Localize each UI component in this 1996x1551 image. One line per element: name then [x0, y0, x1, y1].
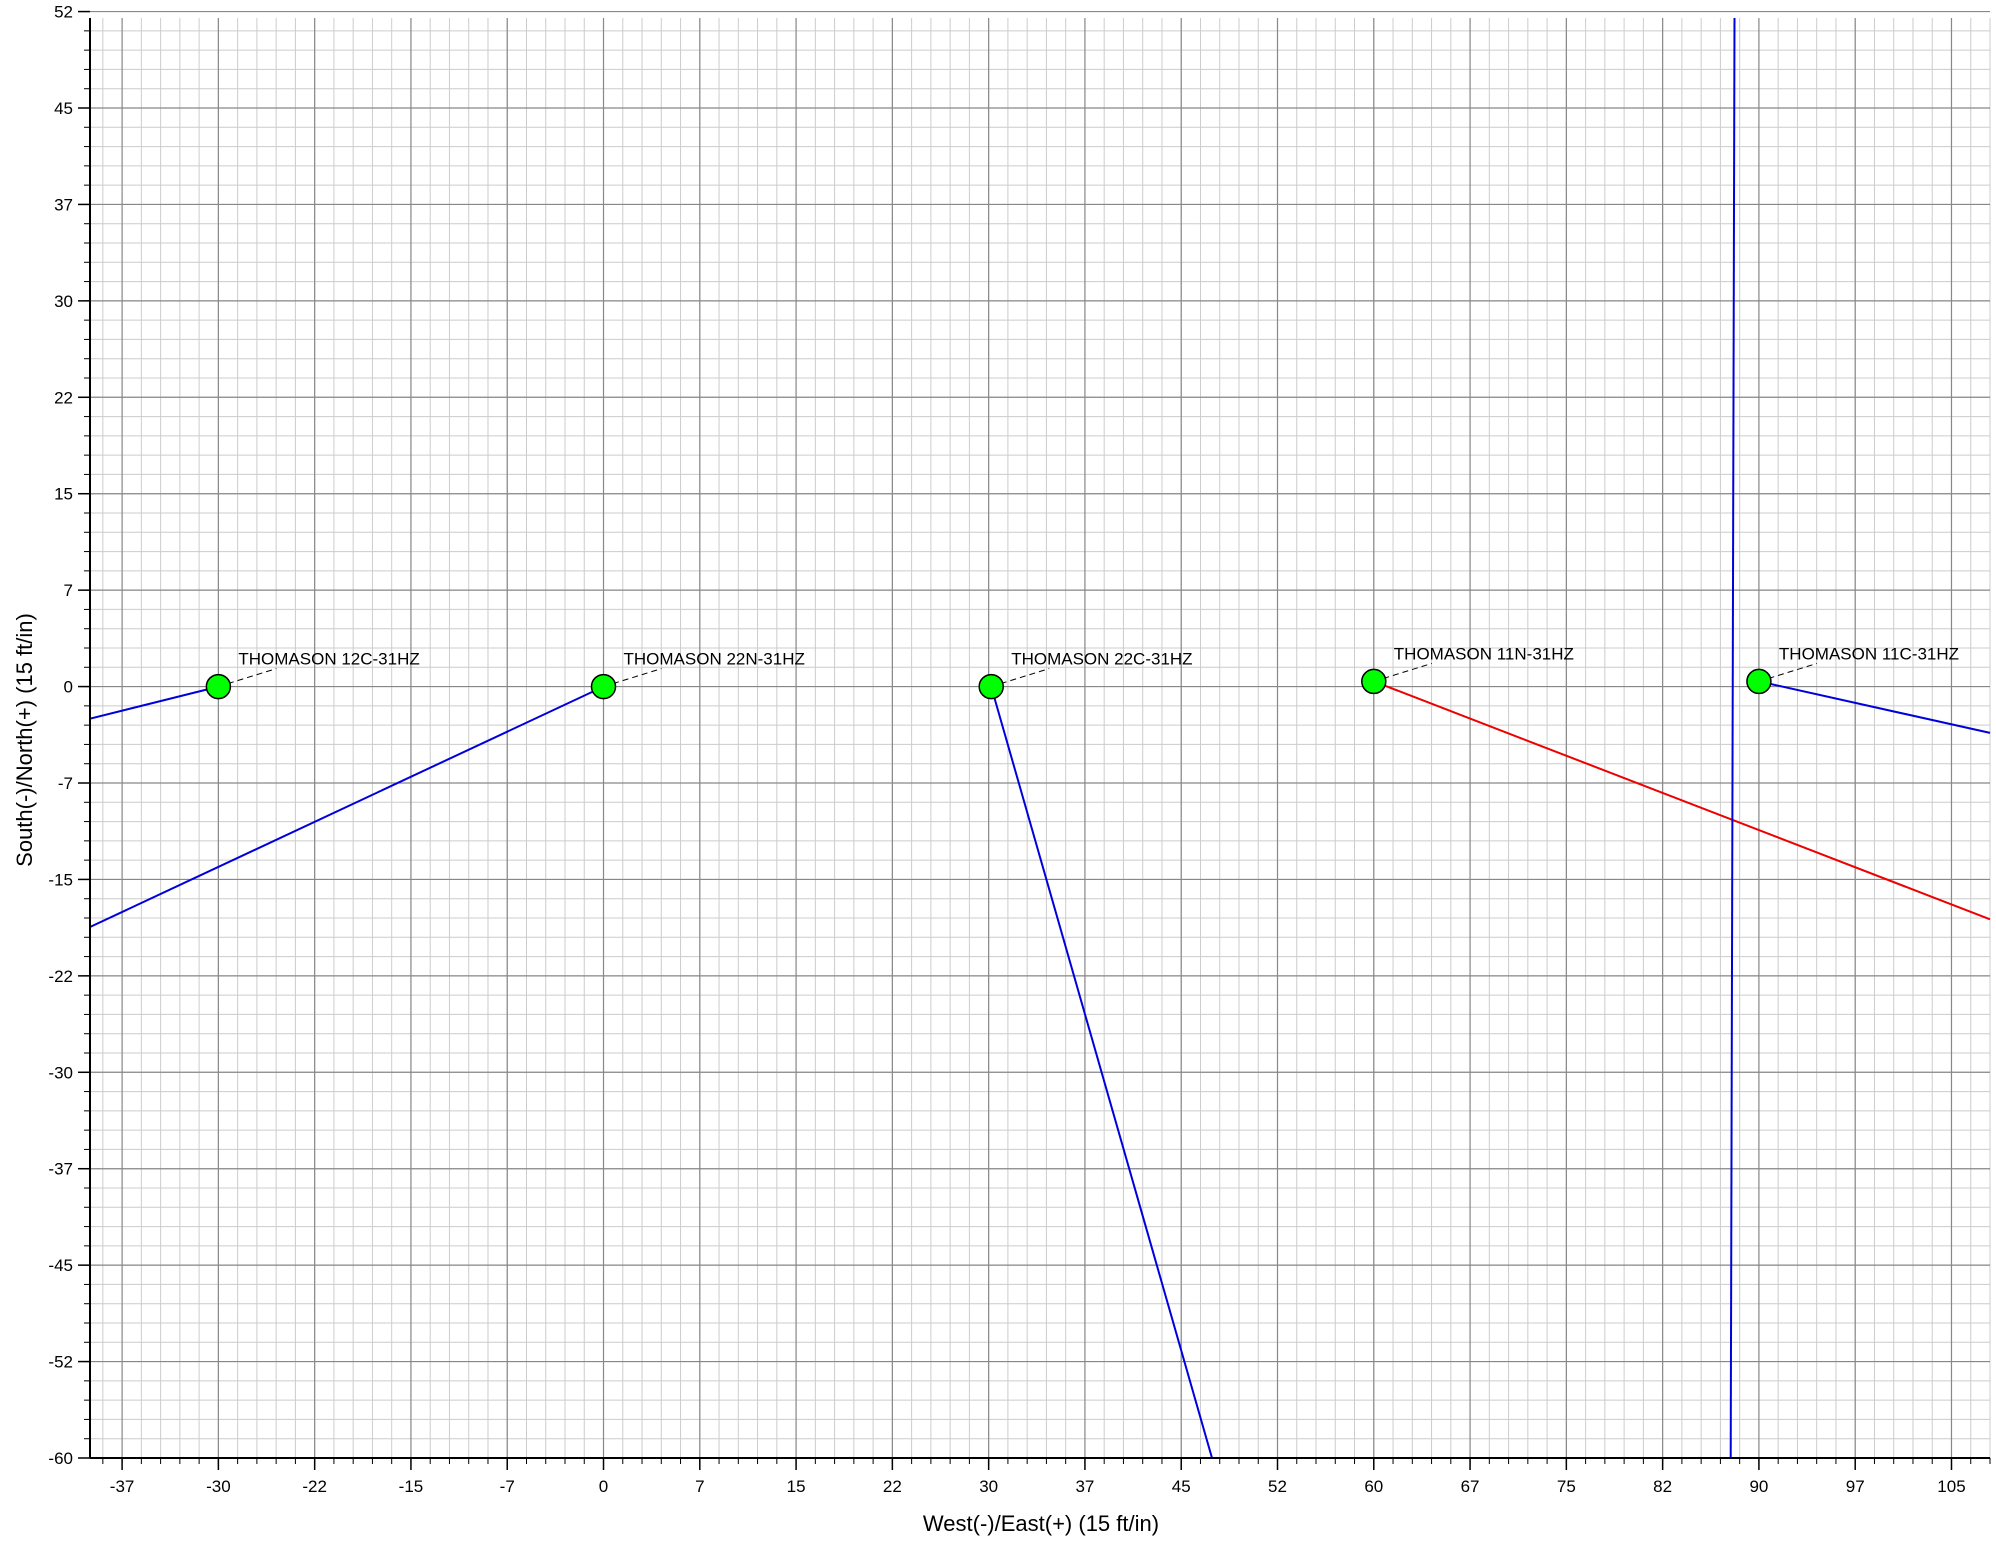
x-tick-label: 60 — [1364, 1477, 1383, 1496]
x-tick-label: 105 — [1937, 1477, 1965, 1496]
y-tick-label: 37 — [54, 195, 73, 214]
x-tick-label: -22 — [302, 1477, 327, 1496]
x-tick-label: -30 — [206, 1477, 231, 1496]
well-path — [89, 685, 219, 720]
y-axis-title: South(-)/North(+) (15 ft/in) — [12, 613, 37, 867]
y-tick-label: 0 — [64, 678, 73, 697]
y-tick-label: 15 — [54, 485, 73, 504]
y-tick-label: -52 — [48, 1353, 73, 1372]
x-tick-label: 0 — [599, 1477, 608, 1496]
well-label: THOMASON 12C-31HZ — [238, 650, 419, 669]
surface-location-marker — [1746, 668, 1772, 695]
x-tick-label: 30 — [979, 1477, 998, 1496]
x-tick-label: -7 — [500, 1477, 515, 1496]
y-tick-label: 52 — [54, 3, 73, 22]
y-tick-label: -37 — [48, 1160, 73, 1179]
well-markers: THOMASON 12C-31HZ THOMASON 22N-31HZ THOMAS… — [205, 644, 1959, 700]
well-path — [89, 685, 604, 928]
x-tick-label: -37 — [110, 1477, 135, 1496]
surface-location-marker — [205, 673, 232, 700]
y-tick-label: -22 — [48, 967, 73, 986]
x-tick-label: 45 — [1172, 1477, 1191, 1496]
x-tick-label: 90 — [1749, 1477, 1768, 1496]
x-tick-label: 37 — [1075, 1477, 1094, 1496]
well-paths — [89, 17, 1991, 1459]
major-grid — [90, 10, 1990, 1459]
y-tick-label: 45 — [54, 99, 73, 118]
minor-grid — [90, 18, 1991, 1459]
well-path-extra — [1729, 17, 1736, 1459]
y-tick-label: -7 — [58, 774, 73, 793]
x-tick-label: 15 — [787, 1477, 806, 1496]
x-tick-label: 82 — [1653, 1477, 1672, 1496]
y-tick-label: -30 — [48, 1063, 73, 1082]
well-path — [1758, 680, 1991, 734]
well-label: THOMASON 22C-31HZ — [1011, 650, 1192, 669]
well-path — [990, 686, 1213, 1459]
surface-location-marker — [978, 673, 1004, 700]
x-tick-label: 7 — [695, 1477, 704, 1496]
x-tick-label: -15 — [399, 1477, 424, 1496]
x-tick-label: 67 — [1461, 1477, 1480, 1496]
y-tick-label: 7 — [64, 581, 73, 600]
y-tick-label: 22 — [54, 388, 73, 407]
well-label: THOMASON 22N-31HZ — [624, 650, 805, 669]
x-tick-label: 75 — [1557, 1477, 1576, 1496]
well-label: THOMASON 11C-31HZ — [1779, 644, 1959, 663]
plot-area — [90, 18, 1990, 1458]
well-label: THOMASON 11N-31HZ — [1394, 644, 1574, 663]
x-tick-label: 97 — [1846, 1477, 1865, 1496]
x-tick-label: 52 — [1268, 1477, 1287, 1496]
surface-location-marker — [1361, 668, 1387, 695]
surface-location-marker — [590, 673, 617, 700]
axes: -37 -30 -22 -15 -7 0 7 15 22 30 37 45 52 60 67 75 82 90 97… — [48, 3, 1991, 1496]
y-tick-label: -60 — [48, 1449, 73, 1468]
y-tick-label: -45 — [48, 1256, 73, 1275]
y-tick-label: 30 — [54, 292, 73, 311]
y-tick-label: -15 — [48, 870, 73, 889]
x-tick-label: 22 — [883, 1477, 902, 1496]
x-axis-title: West(-)/East(+) (15 ft/in) — [923, 1511, 1159, 1536]
well-path — [1373, 680, 1991, 921]
